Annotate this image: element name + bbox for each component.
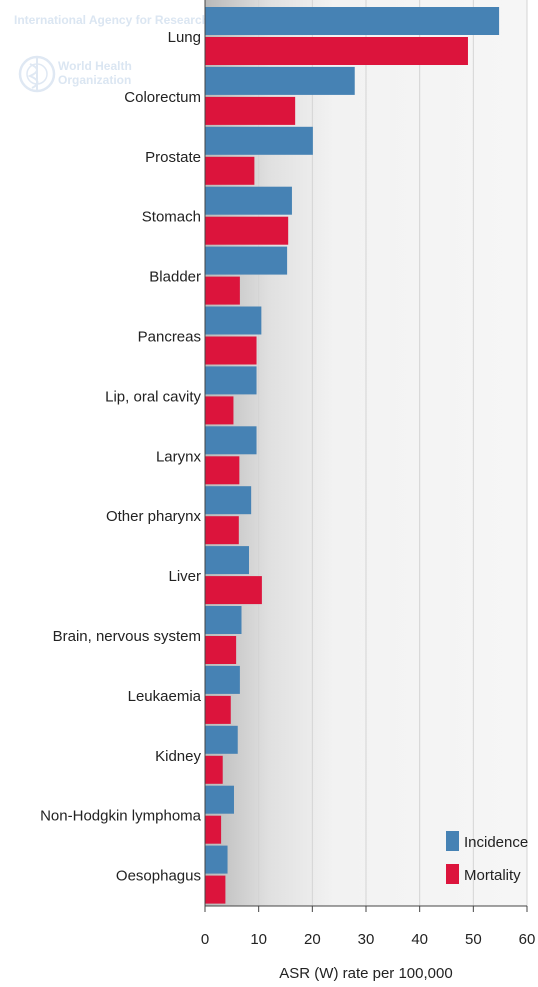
x-tick-label-50: 50: [465, 931, 482, 948]
legend-swatch-mortality: [446, 864, 459, 884]
bar-mortality-colorectum: [205, 96, 296, 125]
watermark-org-line2: Organization: [58, 73, 131, 87]
bar-incidence-lung: [205, 7, 500, 35]
bar-incidence-non-hodgkin-lymphoma: [205, 785, 234, 814]
category-label-bladder: Bladder: [149, 269, 201, 286]
bar-mortality-leukaemia: [205, 695, 231, 724]
category-label-prostate: Prostate: [145, 149, 201, 166]
bar-mortality-larynx: [205, 456, 240, 485]
legend-label-incidence: Incidence: [464, 834, 528, 851]
x-tick-label-10: 10: [250, 931, 267, 948]
category-label-other-pharynx: Other pharynx: [106, 508, 202, 525]
x-axis-title: ASR (W) rate per 100,000: [279, 965, 452, 982]
bar-incidence-liver: [205, 546, 250, 575]
category-label-oesophagus: Oesophagus: [116, 868, 201, 885]
category-label-stomach: Stomach: [142, 209, 201, 226]
category-label-larynx: Larynx: [156, 448, 202, 465]
x-tick-label-0: 0: [201, 931, 209, 948]
bar-mortality-prostate: [205, 156, 255, 185]
bar-incidence-bladder: [205, 246, 288, 275]
bar-incidence-stomach: [205, 186, 292, 215]
bars: [205, 7, 500, 904]
category-label-non-hodgkin-lymphoma: Non-Hodgkin lymphoma: [40, 808, 202, 825]
legend-label-mortality: Mortality: [464, 867, 521, 884]
bar-mortality-non-hodgkin-lymphoma: [205, 815, 222, 844]
watermark-org-line1: World Health: [58, 59, 132, 73]
x-tick-label-40: 40: [411, 931, 428, 948]
bar-mortality-brain-nervous-system: [205, 636, 237, 664]
bar-incidence-pancreas: [205, 306, 262, 335]
bar-incidence-prostate: [205, 126, 313, 155]
bar-mortality-lip-oral-cavity: [205, 396, 234, 425]
category-label-liver: Liver: [168, 568, 201, 585]
bar-incidence-brain-nervous-system: [205, 606, 242, 634]
bar-mortality-oesophagus: [205, 875, 226, 904]
bar-incidence-leukaemia: [205, 665, 240, 694]
bar-incidence-lip-oral-cavity: [205, 366, 257, 395]
bar-incidence-other-pharynx: [205, 486, 252, 515]
category-label-colorectum: Colorectum: [124, 89, 201, 106]
x-tick-label-60: 60: [519, 931, 536, 948]
bar-incidence-kidney: [205, 725, 238, 754]
who-emblem-icon: [18, 55, 56, 93]
x-axis-ticks: 0 10 20 30 40 50 60: [201, 906, 536, 948]
bar-mortality-liver: [205, 576, 262, 605]
category-label-pancreas: Pancreas: [138, 329, 201, 346]
bar-incidence-colorectum: [205, 66, 355, 95]
bar-mortality-lung: [205, 37, 468, 65]
bar-mortality-stomach: [205, 216, 289, 245]
bar-incidence-larynx: [205, 426, 257, 455]
bar-incidence-oesophagus: [205, 845, 228, 874]
category-labels: Lung Colorectum Prostate Stomach Bladder Panc…: [40, 29, 202, 885]
legend-swatch-incidence: [446, 831, 459, 851]
bar-mortality-kidney: [205, 755, 223, 784]
bar-mortality-pancreas: [205, 336, 257, 365]
bar-mortality-bladder: [205, 276, 240, 305]
x-tick-label-30: 30: [358, 931, 375, 948]
category-label-lung: Lung: [168, 29, 201, 46]
category-label-brain-nervous-system: Brain, nervous system: [53, 628, 201, 645]
category-label-leukaemia: Leukaemia: [128, 688, 202, 705]
category-label-kidney: Kidney: [155, 748, 201, 765]
x-tick-label-20: 20: [304, 931, 321, 948]
bar-mortality-other-pharynx: [205, 516, 239, 545]
watermark-agency-text: International Agency for Research on: [14, 13, 227, 27]
watermark: International Agency for Research on Wor…: [14, 13, 227, 93]
category-label-lip-oral-cavity: Lip, oral cavity: [105, 388, 201, 405]
legend: Incidence Mortality: [446, 831, 528, 884]
